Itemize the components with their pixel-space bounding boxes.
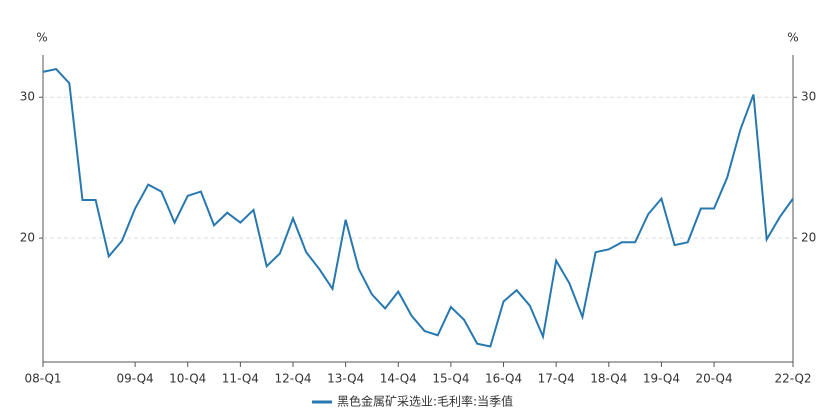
y2-tick-label: 20 — [801, 231, 816, 245]
x-tick-label: 19-Q4 — [643, 372, 680, 386]
x-tick-label: 08-Q1 — [24, 372, 61, 386]
x-tick-label: 15-Q4 — [432, 372, 469, 386]
y-tick-label: 20 — [20, 231, 35, 245]
x-tick-label: 14-Q4 — [380, 372, 417, 386]
x-tick-label: 22-Q2 — [774, 372, 811, 386]
x-tick-label: 12-Q4 — [274, 372, 311, 386]
x-tick-label: 20-Q4 — [695, 372, 732, 386]
y-tick-label: 30 — [20, 90, 35, 104]
x-tick-label: 10-Q4 — [169, 372, 206, 386]
x-tick-label: 17-Q4 — [538, 372, 575, 386]
y-unit-right: % — [787, 31, 798, 45]
series-line — [42, 67, 794, 348]
x-tick-label: 11-Q4 — [222, 372, 259, 386]
y-unit-left: % — [36, 31, 47, 45]
y2-tick-label: 30 — [801, 90, 816, 104]
x-tick-label: 09-Q4 — [117, 372, 154, 386]
legend-label: 黑色金属矿采选业:毛利率:当季值 — [337, 394, 513, 409]
x-tick-label: 13-Q4 — [327, 372, 364, 386]
x-tick-label: 16-Q4 — [485, 372, 522, 386]
x-tick-label: 18-Q4 — [590, 372, 627, 386]
